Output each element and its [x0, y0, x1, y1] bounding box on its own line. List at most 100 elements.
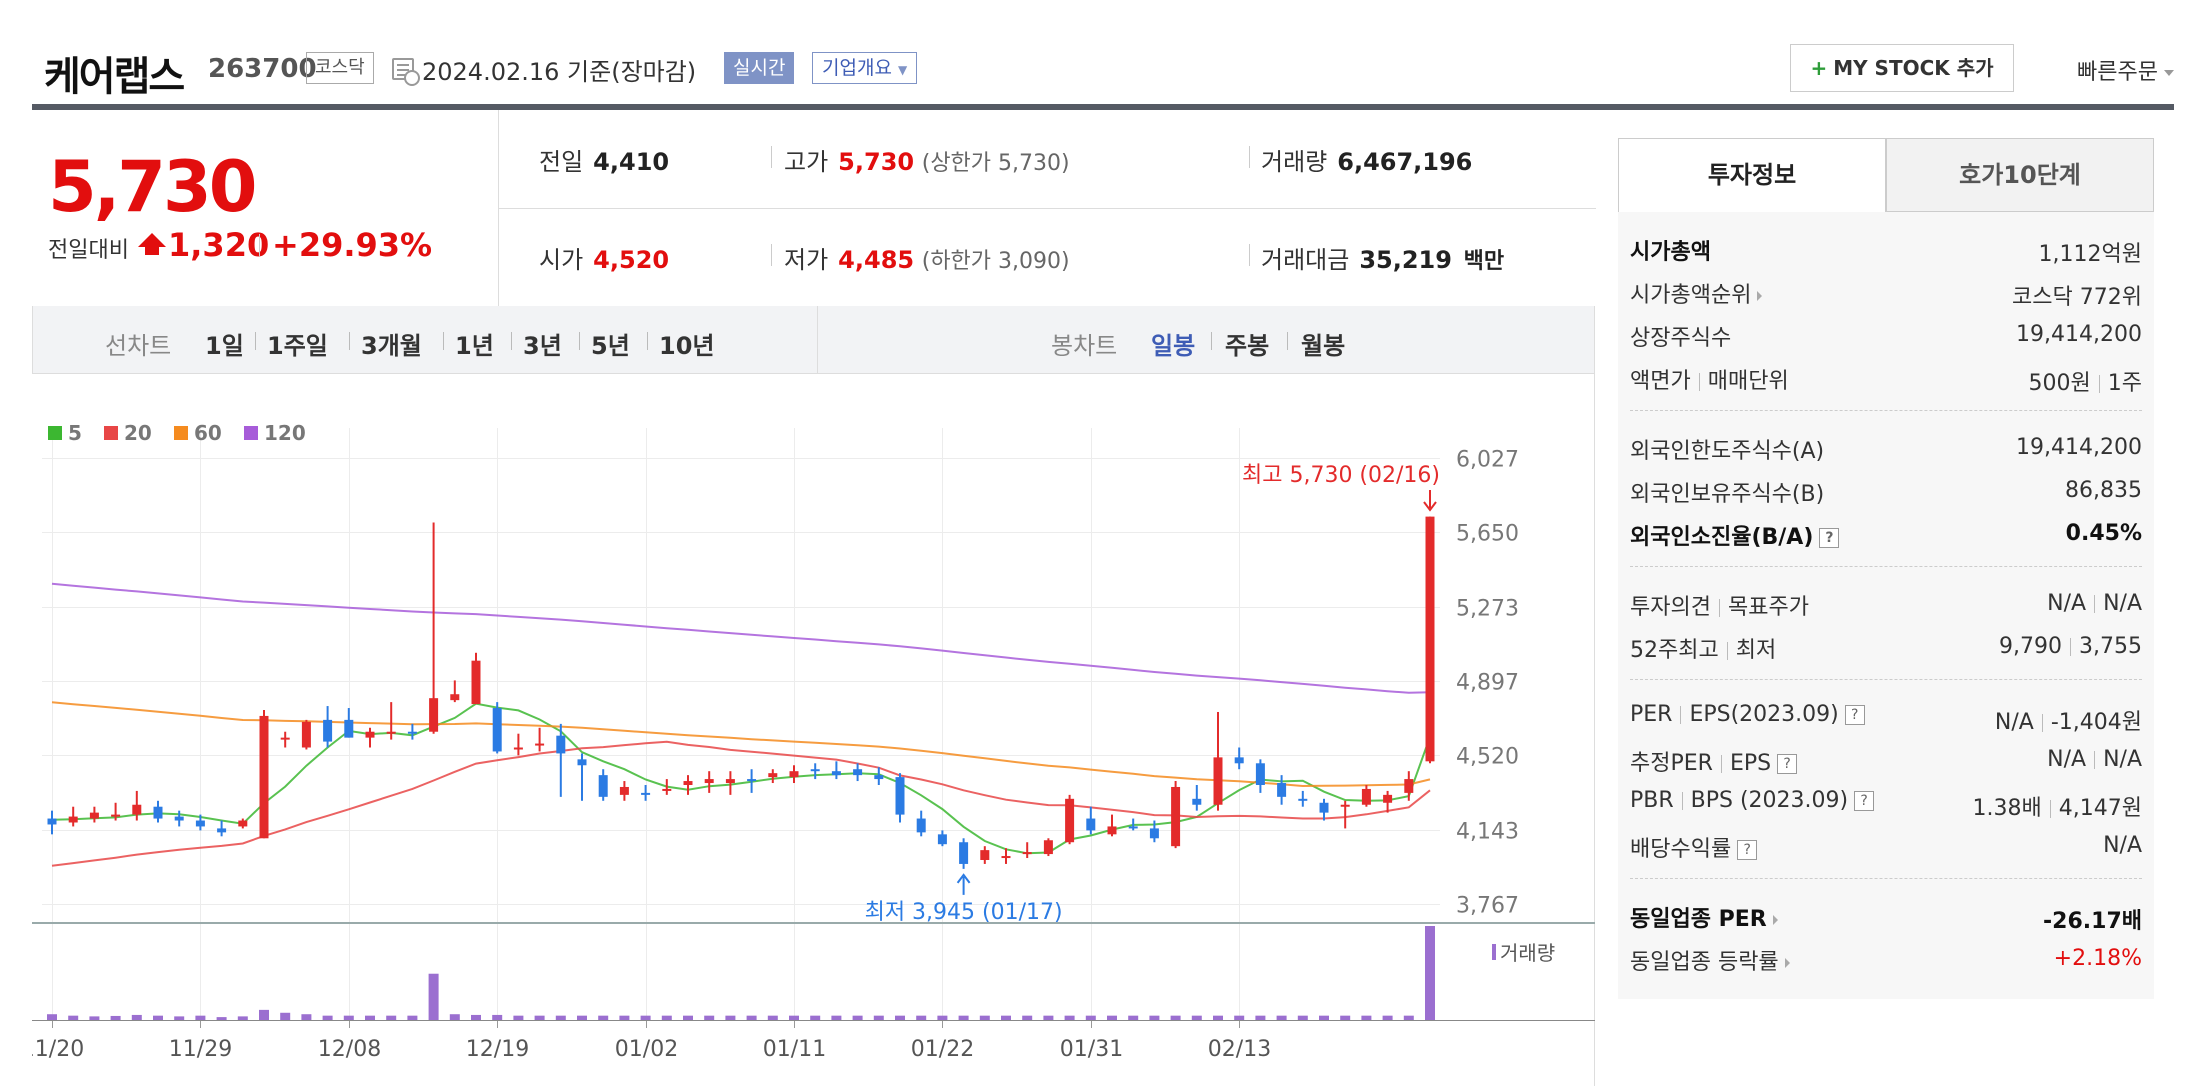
- market-cap-label: 시가총액: [1630, 240, 1711, 265]
- price-chart-area: 6,027 5,650 5,273 4,897 4,520 4,143 3,767 11/20…: [32, 374, 1595, 1086]
- period-3m[interactable]: 3개월: [361, 332, 422, 360]
- divider: [647, 332, 648, 350]
- foreign-limit-label: 외국인한도주식수(A): [1630, 439, 1825, 464]
- period-1w[interactable]: 1주일: [267, 332, 328, 360]
- info-row: 시가총액 1,112억원: [1630, 228, 2142, 271]
- moving-average-5: [51, 702, 1431, 855]
- header-divider: [32, 104, 2174, 110]
- opinion-group: 투자의견 목표주가 N/A N/A 52주최고 최저 9,790 3,755: [1630, 567, 2142, 680]
- candle-body: [280, 737, 290, 740]
- info-row: PBR BPS (2023.09)? 1.38배 4,147원: [1630, 782, 2142, 825]
- eps-value: -1,404원: [2050, 710, 2142, 735]
- add-mystock-button[interactable]: + MY STOCK 추가: [1790, 44, 2014, 92]
- moving-average-20: [51, 740, 1431, 867]
- trade-unit-value: 1주: [2107, 371, 2142, 396]
- volume-label: 거래량: [1500, 941, 1555, 965]
- info-row: 52주최고 최저 9,790 3,755: [1630, 626, 2142, 669]
- market-badge: 코스닥: [306, 52, 374, 84]
- tab-investment-info[interactable]: 투자정보: [1618, 138, 1886, 212]
- chart-period-bar: 선차트 1일 1주일 3개월 1년 3년 5년 10년 봉차트 일봉 주봉 월봉: [32, 306, 1595, 374]
- tab-order-book[interactable]: 호가10단계: [1886, 138, 2154, 212]
- candle-body: [598, 775, 608, 797]
- period-3y[interactable]: 3년: [523, 332, 562, 360]
- open-value: 4,520: [593, 246, 670, 274]
- volume-bar: [937, 1015, 948, 1020]
- info-tabs: 투자정보 호가10단계: [1618, 138, 2154, 212]
- divider: [1726, 642, 1728, 660]
- sector-change-link[interactable]: 동일업종 등락률: [1630, 944, 1790, 976]
- candle-body: [365, 731, 375, 738]
- legend-swatch: [174, 426, 188, 440]
- info-row: 외국인소진율(B/A)? 0.45%: [1630, 513, 2142, 556]
- help-icon[interactable]: ?: [1819, 528, 1840, 548]
- help-icon[interactable]: ?: [1844, 705, 1865, 725]
- volume-bar: [852, 1015, 863, 1020]
- up-arrow-icon: [138, 233, 166, 255]
- sector-change-label: 동일업종 등락률: [1630, 950, 1779, 975]
- volume-bar: [365, 1015, 375, 1020]
- moving-average-60: [51, 701, 1431, 788]
- period-1y[interactable]: 1년: [455, 332, 494, 360]
- candle-body: [789, 771, 799, 778]
- listed-shares-label: 상장주식수: [1630, 326, 1732, 351]
- period-10y[interactable]: 10년: [659, 332, 715, 360]
- sector-per-link[interactable]: 동일업종 PER: [1630, 901, 1778, 933]
- volume-bar: [1085, 1015, 1096, 1020]
- legend-label: 120: [264, 421, 306, 445]
- add-mystock-label: MY STOCK 추가: [1833, 56, 1994, 80]
- x-tick-label: 01/11: [763, 1037, 826, 1062]
- candle-body: [386, 731, 396, 734]
- candle-body: [725, 779, 735, 784]
- help-icon[interactable]: ?: [1737, 840, 1758, 860]
- candle-body: [747, 779, 757, 782]
- volume-bar: [1425, 926, 1435, 1020]
- divider: [771, 244, 772, 266]
- candle-body: [323, 719, 333, 742]
- sector-per-label: 동일업종 PER: [1630, 907, 1767, 932]
- candle-body: [1361, 788, 1371, 805]
- volume-bar: [1043, 1015, 1054, 1020]
- period-5y[interactable]: 5년: [591, 332, 630, 360]
- stock-header: 케어랩스 263700 코스닥 2024.02.16 기준(장마감) 실시간 기…: [44, 40, 2174, 100]
- help-icon[interactable]: ?: [1854, 791, 1875, 811]
- plus-icon: +: [1810, 56, 1828, 80]
- quick-order-dropdown[interactable]: 빠른주문: [2077, 54, 2174, 86]
- candle-body: [407, 731, 417, 734]
- upper-limit: (상한가 5,730): [921, 151, 1070, 176]
- line-chart-label: 선차트: [105, 332, 172, 360]
- candle-body: [641, 792, 651, 795]
- candle-body: [980, 850, 990, 860]
- volume-bar: [916, 1015, 927, 1020]
- eps-label: EPS(2023.09): [1689, 702, 1839, 727]
- x-tick-label: 01/22: [911, 1037, 974, 1062]
- help-icon[interactable]: ?: [1777, 754, 1798, 774]
- market-cap-rank-link[interactable]: 시가총액순위: [1630, 277, 1763, 309]
- high-annotation: 최고 5,730 (02/16): [1242, 463, 1440, 488]
- candlestick-chart[interactable]: 6,027 5,650 5,273 4,897 4,520 4,143 3,767 11/20…: [32, 374, 1595, 1086]
- candle-body: [959, 842, 969, 864]
- volume-bar: [534, 1015, 545, 1020]
- candle-monthly[interactable]: 월봉: [1301, 332, 1346, 360]
- divider: [1249, 146, 1250, 168]
- candle-daily[interactable]: 일봉: [1151, 332, 1196, 360]
- volume-bar: [195, 1015, 206, 1020]
- volume-bar: [810, 1015, 821, 1020]
- week52-low-value: 3,755: [2079, 634, 2142, 659]
- divider: [2094, 595, 2096, 613]
- company-overview-dropdown[interactable]: 기업개요 ▼: [812, 52, 918, 84]
- volume-bar: [640, 1015, 651, 1020]
- market-cap-rank-value: 코스닥 772위: [2012, 285, 2142, 310]
- candle-body: [1298, 798, 1308, 801]
- volume-bar: [555, 1015, 566, 1020]
- candle-body: [68, 816, 78, 823]
- legend-label: 60: [194, 421, 222, 445]
- y-tick-label: 3,767: [1456, 894, 1519, 919]
- volume-bar: [789, 1015, 799, 1020]
- est-eps-value: N/A: [2103, 747, 2142, 772]
- target-price-value: N/A: [2103, 591, 2142, 616]
- candle-weekly[interactable]: 주봉: [1225, 332, 1270, 360]
- period-1d[interactable]: 1일: [205, 332, 244, 360]
- est-per-value: N/A: [2047, 747, 2087, 772]
- realtime-button[interactable]: 실시간: [724, 52, 795, 84]
- volume-bar: [280, 1012, 291, 1020]
